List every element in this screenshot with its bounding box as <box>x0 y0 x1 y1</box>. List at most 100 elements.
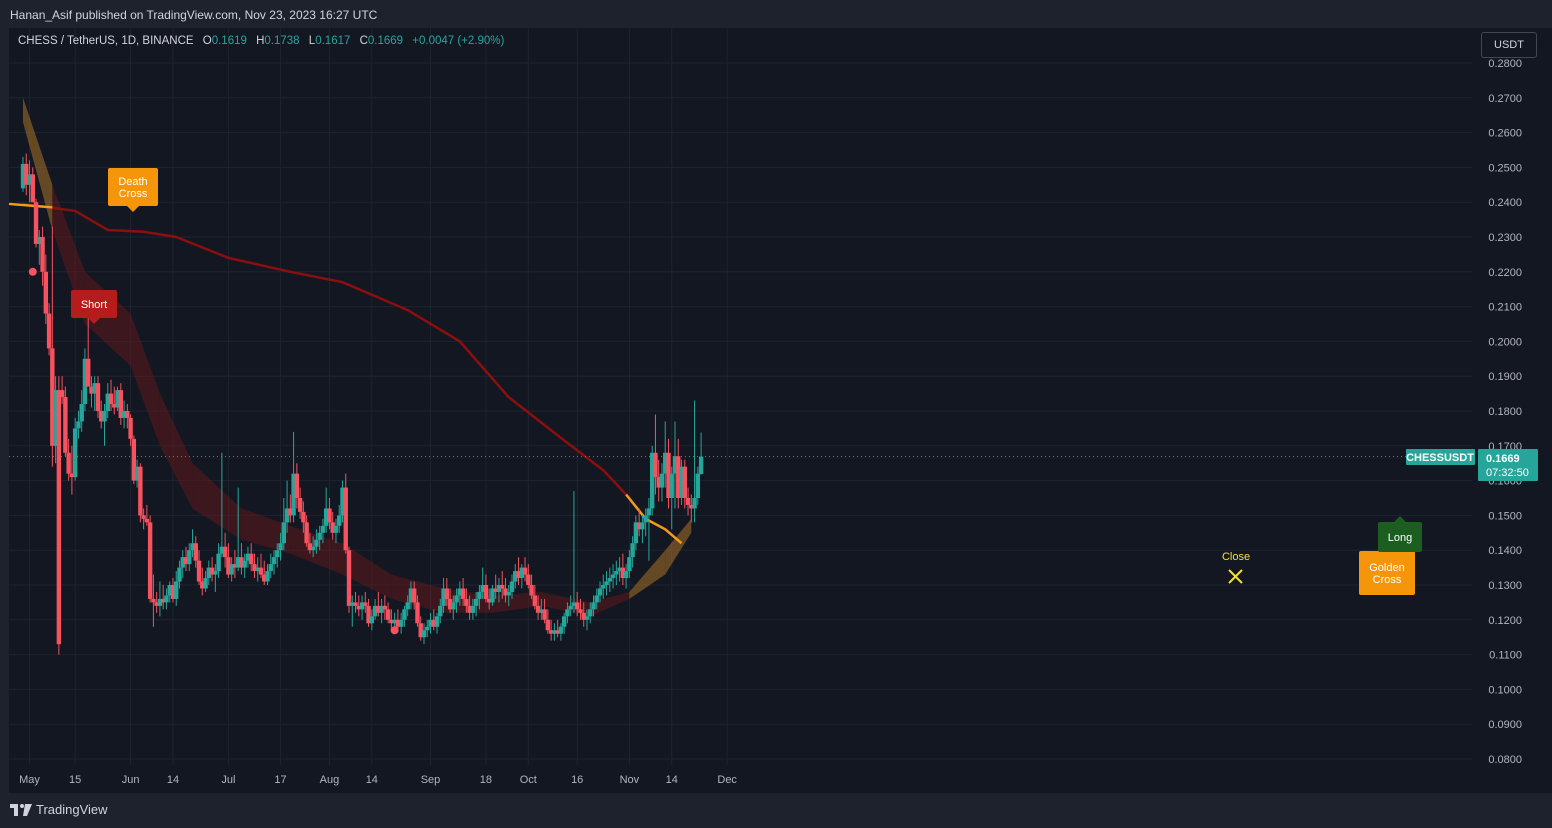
time-tick-label: 14 <box>366 774 378 786</box>
candle-body <box>297 498 303 512</box>
candle-body <box>160 598 166 603</box>
candle-body <box>226 557 231 575</box>
candle-body <box>643 515 648 523</box>
candle-body <box>281 522 286 544</box>
candle-body <box>633 522 639 544</box>
candle-body <box>376 605 381 613</box>
candle-body <box>40 237 45 272</box>
close-x-icon <box>1228 569 1243 584</box>
candle-body <box>679 466 684 498</box>
price-tick-label: 0.1800 <box>1488 406 1522 418</box>
candle-body <box>369 616 375 624</box>
price-tick-label: 0.2200 <box>1488 267 1522 279</box>
price-tick-label: 0.2700 <box>1488 93 1522 105</box>
tradingview-brand: TradingView <box>36 802 108 817</box>
candle-body <box>340 487 345 516</box>
candle-body <box>183 557 189 565</box>
candle-body <box>356 605 361 610</box>
tradingview-logo-icon <box>10 803 32 816</box>
candle-body <box>310 546 316 551</box>
candle-body <box>578 609 583 613</box>
candle-body <box>134 466 140 481</box>
candle-body <box>418 623 423 638</box>
candle-body <box>102 411 107 422</box>
golden-cross-label-box <box>1359 551 1415 595</box>
candle-body <box>561 616 567 627</box>
candle-body <box>203 578 208 589</box>
candle-body <box>164 595 169 603</box>
close-value: 0.1669 <box>367 35 404 47</box>
candle-body <box>131 438 137 481</box>
price-tick-label: 0.1500 <box>1488 510 1522 522</box>
ribbon-band <box>192 463 242 540</box>
close-label: Close <box>1222 551 1250 563</box>
candle-body <box>467 605 472 613</box>
candle-body <box>242 560 247 568</box>
price-tick-label: 0.2000 <box>1488 336 1522 348</box>
candle-body <box>307 543 313 551</box>
ribbon-band <box>342 543 392 599</box>
candle-body <box>623 571 629 579</box>
candle-body <box>180 557 185 568</box>
ribbon-band <box>391 574 444 613</box>
candle-body <box>588 609 593 617</box>
candle-body <box>480 585 485 592</box>
candle-body <box>441 588 446 606</box>
candle-body <box>76 421 81 429</box>
candle-body <box>698 456 704 474</box>
candle-body <box>522 567 528 575</box>
candle-body <box>575 602 580 610</box>
long-label: Long <box>1378 516 1422 552</box>
candle-body <box>43 271 49 314</box>
candle-body <box>284 508 290 523</box>
candle-body <box>53 390 58 446</box>
candle-body <box>552 630 557 634</box>
price-scale[interactable] <box>1472 28 1552 793</box>
candle-body <box>262 574 267 582</box>
candle-body <box>222 546 228 558</box>
time-tick-label: Nov <box>620 774 640 786</box>
candle-body <box>506 591 511 596</box>
symbol-name: CHESS / TetherUS, 1D, BINANCE <box>18 35 194 47</box>
tradingview-logo: TradingView <box>10 802 108 817</box>
candle-body <box>301 511 306 523</box>
candle-body <box>646 508 652 516</box>
candle-body <box>447 598 453 610</box>
candle-body <box>389 619 394 624</box>
candle-body <box>385 609 391 620</box>
golden-cross-label-text: Golden <box>1369 562 1404 574</box>
candle-body <box>33 202 39 244</box>
bottom-bar <box>0 793 1552 828</box>
candle-body <box>337 515 342 526</box>
candle-body <box>72 428 78 478</box>
candle-body <box>597 588 603 596</box>
candle-body <box>405 602 410 610</box>
candle-body <box>532 595 538 606</box>
candle-body <box>584 616 590 620</box>
candle-body <box>66 452 71 474</box>
candle-body <box>82 358 88 405</box>
candle-body <box>477 591 482 599</box>
candle-body <box>235 557 241 568</box>
candle-body <box>545 619 551 631</box>
ribbon-band <box>23 97 53 231</box>
candle-body <box>118 390 123 418</box>
candle-body <box>402 609 407 620</box>
short-label: Short <box>71 290 117 324</box>
candle-body <box>314 539 319 547</box>
time-tick-label: Oct <box>520 774 537 786</box>
candle-body <box>470 605 476 613</box>
candle-body <box>676 456 681 498</box>
candle-body <box>138 466 143 516</box>
candle-body <box>438 605 443 617</box>
candle-body <box>565 609 570 617</box>
short-label-arrow <box>88 318 100 324</box>
candle-body <box>170 585 176 599</box>
candle-body <box>460 588 466 599</box>
currency-button[interactable]: USDT <box>1481 32 1537 58</box>
candle-body <box>112 404 117 408</box>
high-label: H <box>256 35 265 47</box>
price-tick-label: 0.1100 <box>1489 650 1522 662</box>
candle-body <box>359 602 365 610</box>
